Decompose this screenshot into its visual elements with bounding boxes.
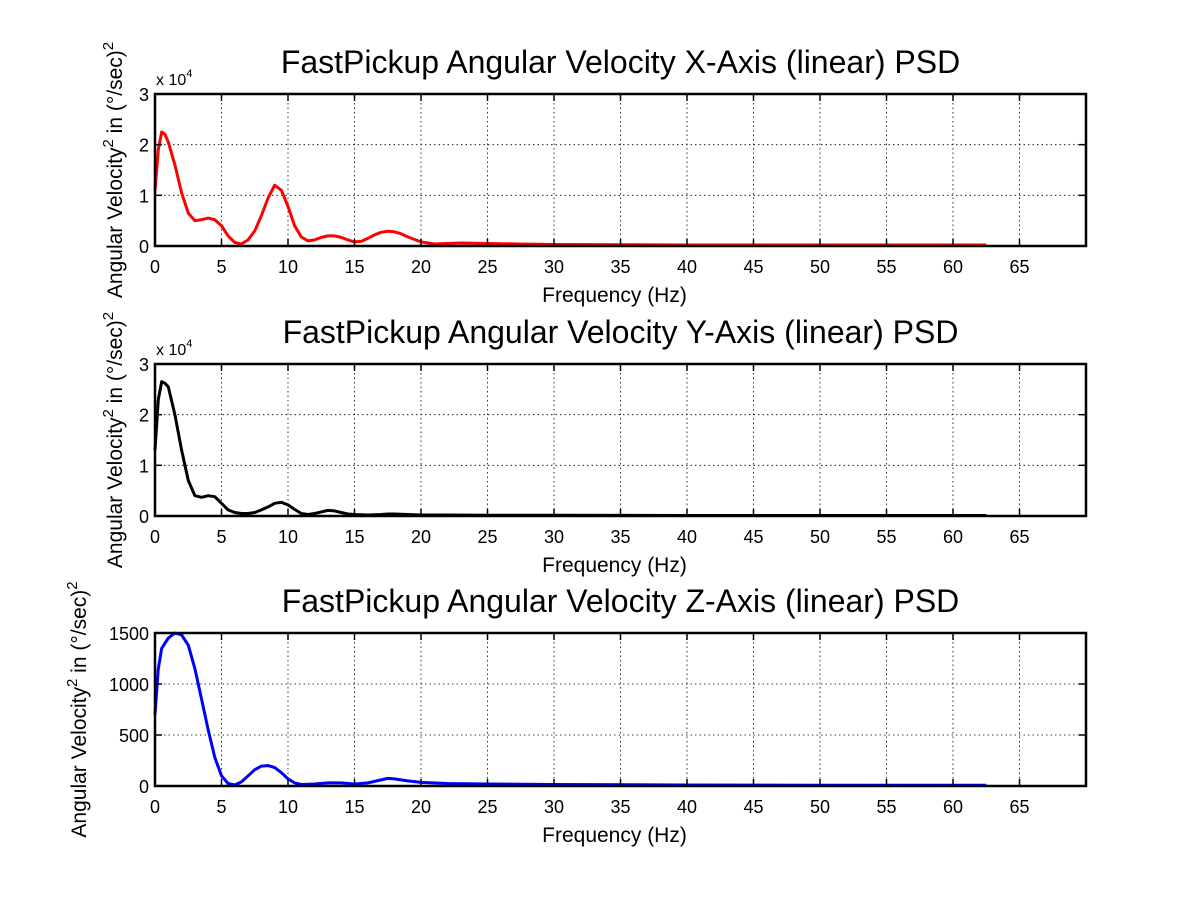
- y-axis-label: Angular Velocity2 in (°/sec)2: [64, 581, 91, 837]
- x-tick-label: 10: [278, 527, 298, 547]
- x-tick-label: 35: [610, 797, 630, 817]
- x-tick-label: 65: [1009, 257, 1029, 277]
- x-tick-label: 55: [876, 257, 896, 277]
- chart-title: FastPickup Angular Velocity Z-Axis (line…: [282, 583, 960, 619]
- chart-panel-3: 0 5 10 15 20 25 30 35 40 45 50 55 60 65 0 500 1000 1500 Fa…: [64, 581, 1088, 847]
- x-tick-label: 15: [344, 527, 364, 547]
- chart-title: FastPickup Angular Velocity X-Axis (line…: [281, 44, 960, 80]
- x-tick-label: 30: [544, 257, 564, 277]
- x-tick-label: 35: [610, 527, 630, 547]
- x-tick-label: 0: [150, 257, 160, 277]
- x-tick-label: 15: [344, 257, 364, 277]
- y-axis-label: Angular Velocity2 in (°/sec)2: [100, 42, 127, 298]
- x-tick-label: 60: [943, 257, 963, 277]
- x-tick-label: 45: [743, 257, 763, 277]
- x-tick-label: 25: [477, 257, 497, 277]
- y-exponent-label: x 104: [156, 68, 192, 89]
- x-tick-label: 20: [411, 527, 431, 547]
- x-tick-label: 5: [216, 797, 226, 817]
- y-tick-label: 1500: [109, 624, 149, 644]
- x-tick-label: 65: [1009, 797, 1029, 817]
- x-tick-label: 45: [743, 527, 763, 547]
- x-tick-label: 65: [1009, 527, 1029, 547]
- y-tick-label: 0: [139, 777, 149, 797]
- x-tick-label: 50: [810, 257, 830, 277]
- x-tick-label: 40: [677, 797, 697, 817]
- y-tick-label: 2: [139, 406, 149, 426]
- y-exponent-label: x 104: [156, 338, 192, 359]
- x-tick-label: 15: [344, 797, 364, 817]
- x-tick-label: 5: [216, 257, 226, 277]
- x-tick-label: 20: [411, 797, 431, 817]
- x-tick-label: 40: [677, 257, 697, 277]
- x-tick-label: 60: [943, 797, 963, 817]
- series-line: [153, 631, 987, 787]
- x-tick-label: 40: [677, 527, 697, 547]
- x-tick-label: 0: [150, 527, 160, 547]
- y-tick-label: 0: [139, 507, 149, 527]
- y-tick-label: 2: [139, 136, 149, 156]
- x-tick-label: 25: [477, 527, 497, 547]
- x-tick-label: 10: [278, 257, 298, 277]
- y-tick-label: 1000: [109, 675, 149, 695]
- y-tick-label: 500: [119, 726, 149, 746]
- x-axis-label: Frequency (Hz): [542, 824, 687, 847]
- y-tick-label: 1: [139, 456, 149, 476]
- x-tick-label: 55: [876, 797, 896, 817]
- y-tick-label: 3: [139, 355, 149, 375]
- x-tick-label: 30: [544, 797, 564, 817]
- chart-panel-2: 0 5 10 15 20 25 30 35 40 45 50 55 60 65 0 1 2 3 x 104 FastP…: [100, 312, 1088, 577]
- chart-title: FastPickup Angular Velocity Y-Axis (line…: [283, 314, 959, 350]
- x-tick-label: 25: [477, 797, 497, 817]
- y-tick-label: 1: [139, 186, 149, 206]
- y-tick-label: 3: [139, 85, 149, 105]
- x-tick-label: 20: [411, 257, 431, 277]
- x-tick-label: 10: [278, 797, 298, 817]
- x-tick-label: 0: [150, 797, 160, 817]
- x-tick-label: 50: [810, 527, 830, 547]
- x-tick-label: 30: [544, 527, 564, 547]
- x-tick-label: 5: [216, 527, 226, 547]
- x-tick-label: 35: [610, 257, 630, 277]
- x-tick-label: 50: [810, 797, 830, 817]
- y-tick-label: 0: [139, 237, 149, 257]
- x-tick-label: 55: [876, 527, 896, 547]
- x-axis-label: Frequency (Hz): [542, 284, 687, 307]
- x-tick-label: 60: [943, 527, 963, 547]
- x-tick-label: 45: [743, 797, 763, 817]
- y-axis-label: Angular Velocity2 in (°/sec)2: [100, 312, 127, 568]
- chart-panel-1: 0 5 10 15 20 25 30 35 40 45 50 55 60 65 0 1 2 3 x 104 FastP…: [100, 42, 1088, 307]
- x-axis-label: Frequency (Hz): [542, 554, 687, 577]
